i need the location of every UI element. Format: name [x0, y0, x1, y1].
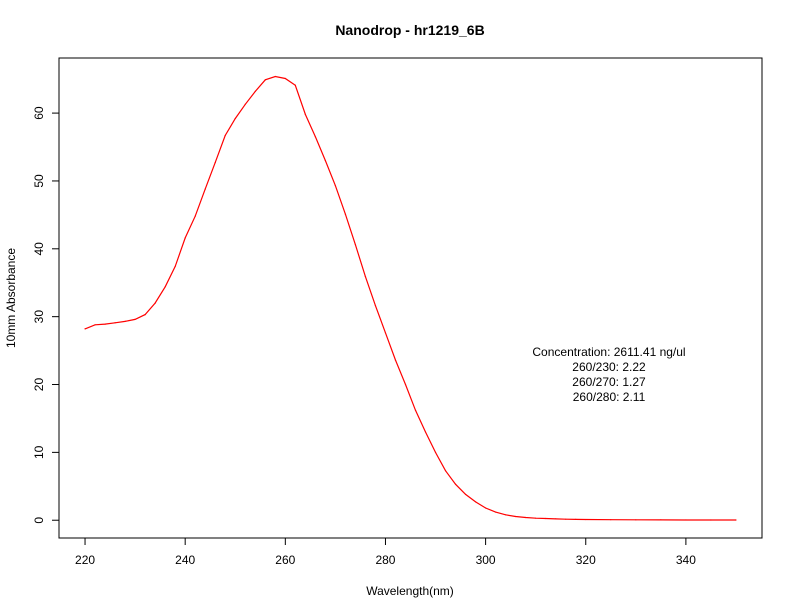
- data-point: [284, 77, 286, 80]
- data-point: [94, 324, 96, 326]
- data-point: [234, 117, 236, 120]
- data-point: [304, 113, 306, 116]
- data-point: [154, 302, 156, 304]
- data-point: [354, 244, 357, 246]
- data-point: [204, 188, 206, 190]
- x-tick-label: 220: [75, 553, 95, 567]
- y-tick-label: 10: [32, 445, 46, 459]
- data-point: [374, 305, 377, 307]
- data-point: [495, 511, 497, 513]
- data-point: [394, 359, 397, 361]
- data-point: [424, 431, 427, 433]
- data-point: [224, 134, 226, 137]
- ratio-260-230-annotation: 260/230: 2.22: [572, 360, 646, 374]
- data-point: [525, 516, 527, 519]
- absorbance-series-line: [84, 75, 736, 521]
- y-tick-label: 40: [32, 242, 46, 256]
- y-tick-label: 0: [32, 517, 46, 524]
- data-point: [565, 518, 567, 520]
- data-point: [334, 185, 336, 187]
- data-point: [464, 493, 467, 496]
- plot-frame: [58, 57, 763, 539]
- data-point: [124, 320, 126, 323]
- chart-title: Nanodrop - hr1219_6B: [335, 22, 484, 38]
- data-point: [194, 215, 196, 217]
- data-point: [324, 159, 326, 162]
- data-point: [735, 519, 737, 521]
- data-point: [104, 323, 106, 325]
- data-point: [660, 519, 662, 521]
- data-point: [164, 286, 166, 288]
- y-tick-label: 20: [32, 378, 46, 392]
- data-point: [174, 265, 176, 268]
- x-tick-label: 340: [676, 553, 696, 567]
- data-point: [84, 328, 86, 330]
- data-point: [254, 90, 256, 92]
- data-point: [575, 518, 577, 521]
- series-points: [84, 75, 737, 521]
- data-point: [134, 318, 136, 320]
- data-point: [364, 276, 367, 278]
- ratio-260-280-annotation: 260/280: 2.11: [573, 390, 646, 404]
- data-point: [214, 162, 216, 164]
- ratio-260-270-annotation: 260/270: 1.27: [572, 375, 646, 389]
- stats-annotation: Concentration: 2611.41 ng/ul 260/230: 2.…: [532, 345, 685, 404]
- data-point: [414, 409, 417, 411]
- data-point: [264, 79, 266, 81]
- y-tick-label: 60: [32, 106, 46, 120]
- x-axis: 220 240 260 280 300 320 340: [75, 537, 696, 567]
- data-point: [184, 237, 186, 239]
- data-point: [274, 75, 276, 78]
- x-axis-label: Wavelength(nm): [366, 584, 454, 598]
- data-point: [294, 84, 296, 86]
- y-axis: 0 10 20 30 40 50 60: [32, 106, 60, 524]
- data-point: [244, 103, 246, 105]
- data-point: [114, 322, 116, 324]
- data-point: [485, 507, 487, 509]
- x-tick-label: 300: [476, 553, 496, 567]
- data-point: [545, 517, 547, 520]
- concentration-annotation: Concentration: 2611.41 ng/ul: [532, 345, 685, 359]
- data-point: [314, 136, 316, 138]
- data-point: [384, 332, 387, 334]
- data-point: [454, 483, 457, 485]
- data-point: [685, 519, 687, 521]
- data-point: [404, 383, 407, 386]
- data-point: [344, 213, 347, 215]
- data-point: [710, 519, 712, 521]
- data-point: [535, 517, 537, 519]
- x-tick-label: 260: [275, 553, 295, 567]
- data-point: [515, 515, 517, 518]
- data-point: [610, 519, 612, 521]
- x-tick-label: 280: [375, 553, 395, 567]
- x-tick-label: 240: [175, 553, 195, 567]
- y-tick-label: 30: [32, 310, 46, 324]
- data-point: [585, 518, 587, 521]
- data-point: [444, 470, 447, 472]
- data-point: [474, 501, 477, 503]
- data-point: [635, 519, 637, 521]
- x-tick-label: 320: [576, 553, 596, 567]
- y-axis-label: 10mm Absorbance: [4, 248, 18, 348]
- y-tick-label: 50: [32, 174, 46, 188]
- data-point: [555, 518, 557, 520]
- data-point: [434, 451, 437, 453]
- data-point: [505, 514, 507, 516]
- data-point: [144, 314, 146, 316]
